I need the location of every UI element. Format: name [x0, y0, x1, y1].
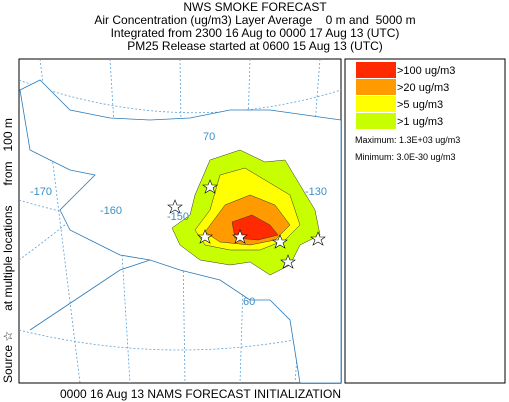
lat-label: 70	[203, 131, 215, 143]
legend-frame	[344, 58, 506, 384]
title: NWS SMOKE FORECAST	[183, 0, 327, 14]
footer: 0000 16 Aug 13 NAMS FORECAST INITIALIZAT…	[60, 387, 341, 401]
legend-label: >1 ug/m3	[397, 116, 443, 128]
plume-100	[231, 214, 279, 241]
legend-swatch	[356, 113, 396, 129]
maximum: Maximum: 1.3E+03 ug/m3	[355, 135, 460, 145]
sources	[167, 179, 326, 269]
map: -170 -160 -150 70 -130 60	[18, 58, 342, 384]
legend-swatch	[356, 96, 396, 112]
lat-label: 60	[243, 296, 255, 308]
subtitle: Air Concentration (ug/m3) Layer Average …	[94, 13, 415, 27]
legend-label: >20 ug/m3	[397, 82, 449, 94]
side-label: Source ☆ at multiple locations from 100 …	[1, 118, 15, 383]
minimum: Minimum: 3.0E-30 ug/m3	[355, 152, 456, 162]
legend-swatch	[356, 79, 396, 95]
lon-label: -150	[167, 211, 189, 223]
legend-swatch	[356, 62, 396, 78]
legend-label: >100 ug/m3	[397, 65, 455, 77]
lon-label: -130	[305, 186, 327, 198]
legend-label: >5 ug/m3	[397, 99, 443, 111]
lon-label: -170	[30, 186, 52, 198]
legend: >100 ug/m3 >20 ug/m3 >5 ug/m3 >1 ug/m3	[356, 62, 455, 129]
subtitle: PM25 Release started at 0600 15 Aug 13 (…	[127, 39, 382, 53]
subtitle: Integrated from 2300 16 Aug to 0000 17 A…	[111, 26, 400, 40]
coastline	[29, 259, 151, 331]
lon-label: -160	[100, 205, 122, 217]
